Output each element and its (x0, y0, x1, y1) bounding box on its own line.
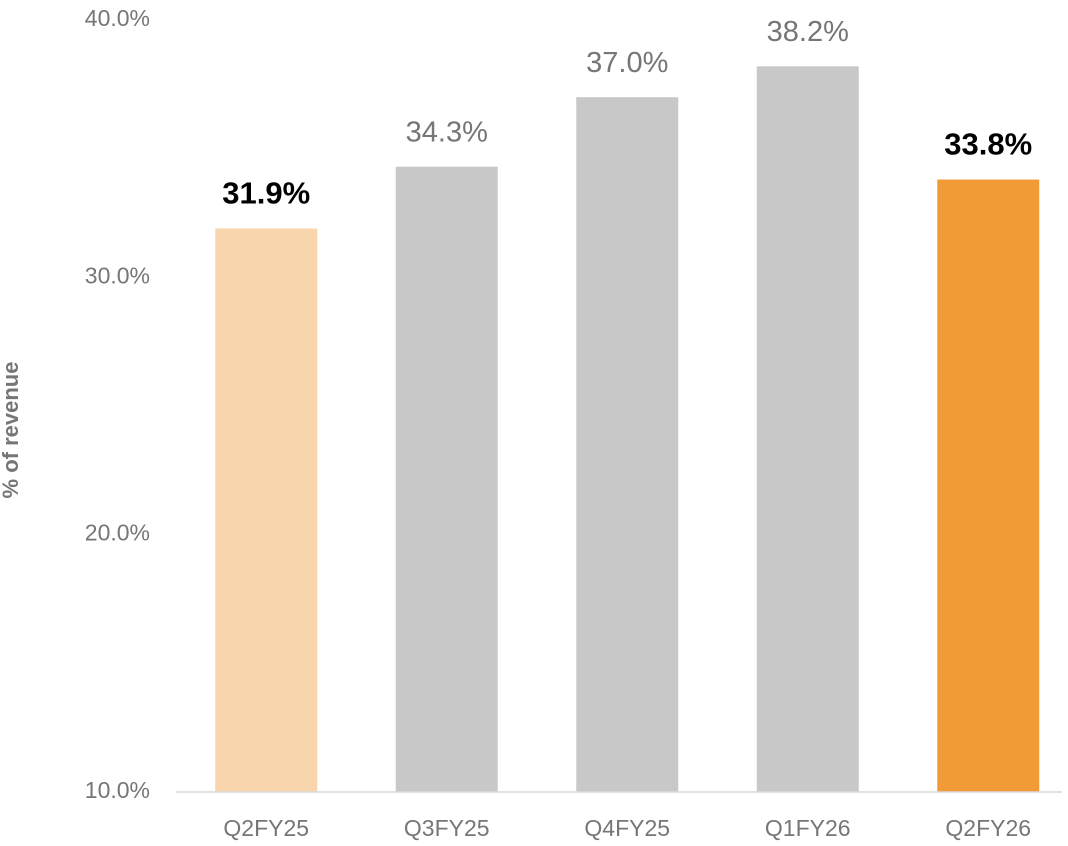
bar (756, 66, 859, 792)
bar (576, 97, 679, 792)
x-tick-label: Q3FY25 (404, 815, 490, 841)
y-tick-label: 40.0% (85, 5, 150, 31)
x-tick-label: Q2FY26 (945, 815, 1031, 841)
x-tick-label: Q2FY25 (223, 815, 309, 841)
value-label: 31.9% (222, 176, 310, 211)
y-tick-label: 10.0% (85, 777, 150, 803)
value-label: 38.2% (767, 16, 849, 48)
y-axis-title: % of revenue (0, 362, 23, 499)
value-label: 37.0% (586, 47, 668, 79)
x-tick-label: Q4FY25 (584, 815, 670, 841)
value-label: 34.3% (406, 116, 488, 148)
y-tick-label: 30.0% (85, 262, 150, 288)
bar (395, 166, 498, 792)
bar (937, 179, 1040, 793)
y-tick-label: 20.0% (85, 520, 150, 546)
value-label: 33.8% (944, 127, 1032, 162)
bar (215, 228, 318, 792)
x-tick-label: Q1FY26 (765, 815, 851, 841)
